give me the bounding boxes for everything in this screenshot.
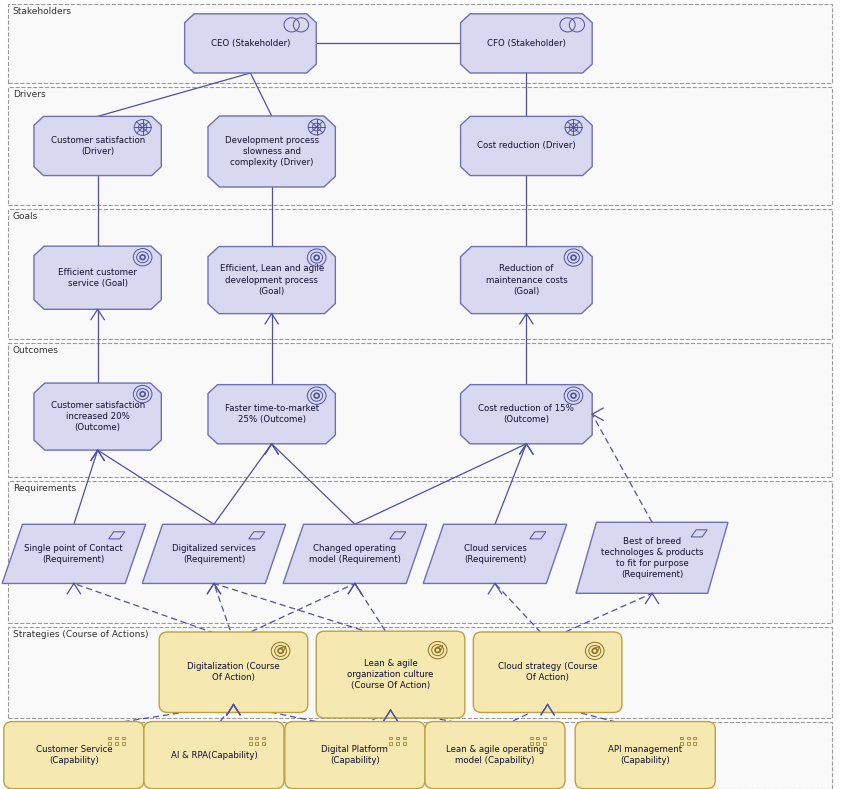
Text: Cloud strategy (Course
Of Action): Cloud strategy (Course Of Action) — [498, 662, 598, 682]
Text: Efficient customer
service (Goal): Efficient customer service (Goal) — [59, 267, 137, 288]
Polygon shape — [34, 383, 161, 450]
FancyBboxPatch shape — [143, 721, 284, 789]
Text: Cost reduction of 15%
(Outcome): Cost reduction of 15% (Outcome) — [479, 404, 574, 424]
Text: Cloud services
(Requirement): Cloud services (Requirement) — [464, 544, 526, 564]
Polygon shape — [208, 385, 335, 443]
Text: Reduction of
maintenance costs
(Goal): Reduction of maintenance costs (Goal) — [486, 264, 567, 296]
Polygon shape — [460, 14, 593, 73]
Text: Faster time-to-market
25% (Outcome): Faster time-to-market 25% (Outcome) — [225, 404, 318, 424]
Polygon shape — [34, 117, 161, 176]
Text: Goals: Goals — [13, 212, 38, 221]
FancyBboxPatch shape — [8, 481, 832, 623]
Text: Lean & agile
organization culture
(Course Of Action): Lean & agile organization culture (Cours… — [347, 659, 434, 690]
Text: Requirements: Requirements — [13, 484, 76, 493]
Text: Digital Platform
(Capability): Digital Platform (Capability) — [322, 745, 388, 765]
Text: Changed operating
model (Requirement): Changed operating model (Requirement) — [309, 544, 401, 564]
Text: Outcomes: Outcomes — [13, 346, 59, 355]
Text: Cost reduction (Driver): Cost reduction (Driver) — [477, 141, 576, 151]
Text: Customer Service
(Capability): Customer Service (Capability) — [36, 745, 112, 765]
Polygon shape — [208, 246, 335, 314]
Text: API management
(Capability): API management (Capability) — [608, 745, 683, 765]
FancyBboxPatch shape — [8, 343, 832, 477]
Text: Customer satisfaction
increased 20%
(Outcome): Customer satisfaction increased 20% (Out… — [50, 401, 145, 432]
Text: CEO (Stakeholder): CEO (Stakeholder) — [211, 39, 290, 48]
FancyBboxPatch shape — [8, 209, 832, 339]
Polygon shape — [208, 116, 335, 187]
Polygon shape — [142, 525, 285, 584]
Text: Lean & agile operating
model (Capability): Lean & agile operating model (Capability… — [446, 745, 544, 765]
Polygon shape — [460, 117, 593, 176]
Polygon shape — [184, 14, 316, 73]
FancyBboxPatch shape — [8, 87, 832, 205]
Polygon shape — [2, 525, 146, 584]
Polygon shape — [576, 522, 728, 593]
Polygon shape — [34, 246, 161, 309]
FancyBboxPatch shape — [316, 631, 465, 718]
Text: Efficient, Lean and agile
development process
(Goal): Efficient, Lean and agile development pr… — [220, 264, 323, 296]
FancyBboxPatch shape — [474, 632, 621, 712]
Polygon shape — [423, 525, 567, 584]
FancyBboxPatch shape — [8, 627, 832, 718]
Text: Best of breed
technologes & products
to fit for purpose
(Requirement): Best of breed technologes & products to … — [601, 537, 703, 579]
Text: Drivers: Drivers — [13, 90, 45, 99]
Text: Stakeholders: Stakeholders — [13, 7, 71, 16]
Text: Single point of Contact
(Requirement): Single point of Contact (Requirement) — [25, 544, 123, 564]
FancyBboxPatch shape — [284, 721, 424, 789]
Text: Digitalization (Course
Of Action): Digitalization (Course Of Action) — [187, 662, 280, 682]
Text: AI & RPA(Capability): AI & RPA(Capability) — [171, 750, 257, 760]
Polygon shape — [460, 246, 593, 314]
Polygon shape — [460, 385, 593, 443]
Text: Customer satisfaction
(Driver): Customer satisfaction (Driver) — [50, 136, 145, 156]
FancyBboxPatch shape — [424, 721, 565, 789]
FancyBboxPatch shape — [8, 722, 832, 789]
Polygon shape — [283, 525, 426, 584]
FancyBboxPatch shape — [576, 721, 715, 789]
Text: Digitalized services
(Requirement): Digitalized services (Requirement) — [172, 544, 256, 564]
Text: Capabilities: Capabilities — [13, 725, 66, 734]
Text: Strategies (Course of Actions): Strategies (Course of Actions) — [13, 630, 149, 639]
FancyBboxPatch shape — [3, 721, 143, 789]
Text: Development process
slowness and
complexity (Driver): Development process slowness and complex… — [225, 136, 318, 167]
FancyBboxPatch shape — [8, 4, 832, 83]
Text: CFO (Stakeholder): CFO (Stakeholder) — [487, 39, 565, 48]
FancyBboxPatch shape — [159, 632, 307, 712]
